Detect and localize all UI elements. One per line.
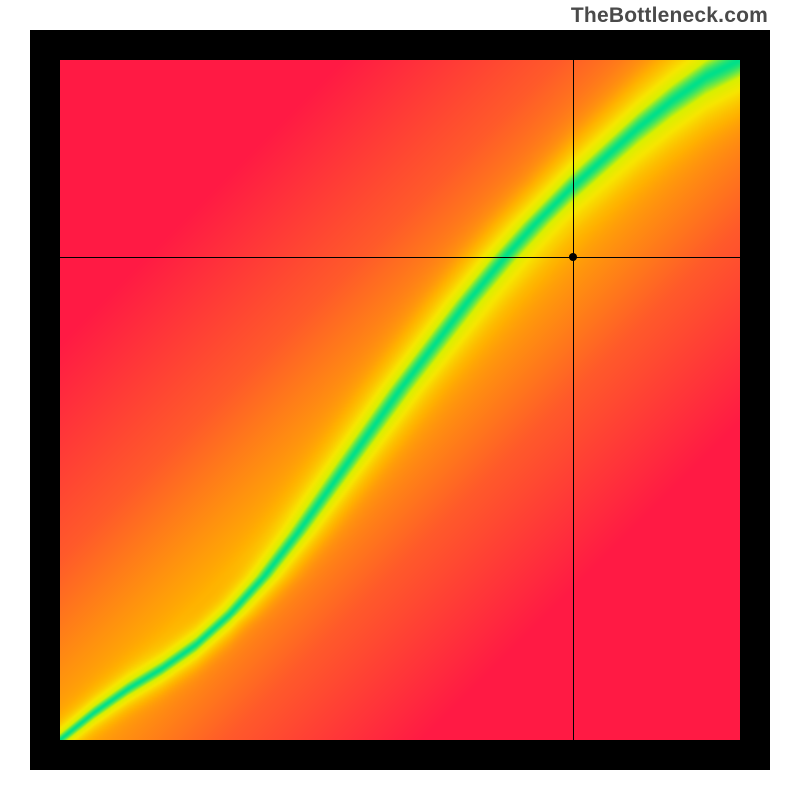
- crosshair-marker: [569, 253, 577, 261]
- chart-container: TheBottleneck.com: [0, 0, 800, 800]
- crosshair-horizontal: [60, 257, 740, 258]
- chart-frame: [30, 30, 770, 770]
- crosshair-vertical: [573, 60, 574, 740]
- watermark-text: TheBottleneck.com: [571, 4, 768, 28]
- plot-area: [60, 60, 740, 740]
- heatmap-canvas: [60, 60, 740, 740]
